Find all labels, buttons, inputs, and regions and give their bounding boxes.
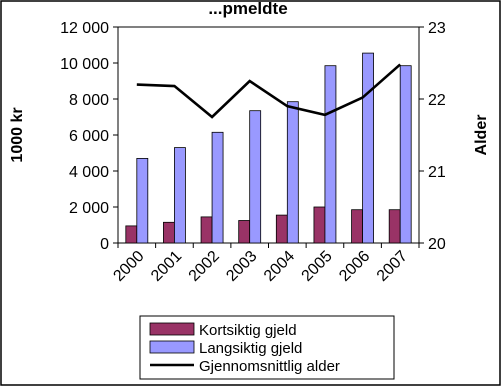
y-right-tick-label: 22 <box>428 92 446 109</box>
x-tick-label: 2004 <box>261 248 298 285</box>
y-left-tick-label: 8 000 <box>69 92 109 109</box>
line-marks <box>136 63 402 119</box>
x-tick-label: 2001 <box>148 248 185 285</box>
y-right-tick-label: 21 <box>428 164 446 181</box>
legend-swatch <box>149 340 195 354</box>
y-axis-left-title: 1000 kr <box>9 107 26 162</box>
y-axis-right: 20 21 22 23 <box>419 20 446 253</box>
bar-kortsiktig-gjeld-2001 <box>163 221 175 244</box>
y-right-tick-label: 23 <box>428 20 446 37</box>
x-axis: 2000 2001 2002 2003 2004 2005 2006 2007 <box>110 243 420 285</box>
legend-label: Gjennomsnittlig alder <box>199 358 340 375</box>
y-left-tick-label: 0 <box>100 236 109 253</box>
bar-kortsiktig-gjeld-2000 <box>125 225 138 244</box>
bar-langsiktig-gjeld-2003 <box>249 110 262 244</box>
x-tick-label: 2007 <box>374 248 411 285</box>
chart-title: ...pmeldte <box>208 0 287 18</box>
legend-label: Kortsiktig gjeld <box>199 322 297 339</box>
x-tick-label: 2003 <box>223 248 260 285</box>
legend-swatch <box>149 322 195 336</box>
x-tick-label: 2002 <box>186 248 223 285</box>
x-tick-label: 2005 <box>299 248 336 285</box>
bar-kortsiktig-gjeld-2004 <box>275 214 288 244</box>
y-left-tick-label: 2 000 <box>69 200 109 217</box>
bar-marks <box>125 52 412 244</box>
bar-langsiktig-gjeld-2007 <box>399 65 412 244</box>
y-axis-left: 0 2 000 4 000 6 000 8 000 10 000 12 000 <box>60 20 118 253</box>
y-left-tick-label: 10 000 <box>60 56 109 73</box>
y-left-tick-label: 4 000 <box>69 164 109 181</box>
bar-langsiktig-gjeld-2002 <box>211 131 224 244</box>
bar-kortsiktig-gjeld-2002 <box>200 216 213 244</box>
bar-kortsiktig-gjeld-2006 <box>351 209 363 244</box>
bar-langsiktig-gjeld-2004 <box>286 101 299 244</box>
bar-kortsiktig-gjeld-2005 <box>313 206 326 244</box>
bar-langsiktig-gjeld-2006 <box>362 52 374 244</box>
bar-langsiktig-gjeld-2000 <box>136 157 149 244</box>
legend-label: Langsiktig gjeld <box>199 340 302 357</box>
line-gjennomsnittlig-alder <box>136 63 402 119</box>
x-tick-label: 2006 <box>336 248 373 285</box>
y-left-tick-label: 12 000 <box>60 20 109 37</box>
bar-langsiktig-gjeld-2001 <box>174 147 186 244</box>
y-axis-right-title: Alder <box>473 115 490 156</box>
x-tick-label: 2000 <box>110 248 147 285</box>
bar-kortsiktig-gjeld-2003 <box>238 220 251 244</box>
y-right-tick-label: 20 <box>428 236 446 253</box>
bar-kortsiktig-gjeld-2007 <box>388 209 401 244</box>
y-left-tick-label: 6 000 <box>69 128 109 145</box>
bar-langsiktig-gjeld-2005 <box>324 65 337 244</box>
